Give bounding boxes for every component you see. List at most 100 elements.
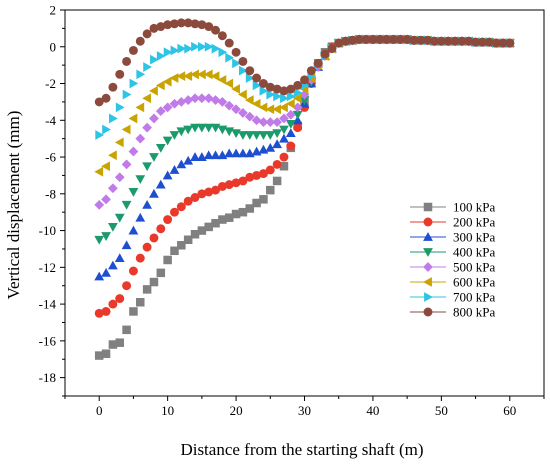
data-point: [259, 195, 268, 204]
data-point: [203, 150, 214, 160]
data-point: [245, 204, 255, 213]
data-point: [108, 150, 117, 161]
data-point: [505, 38, 515, 48]
data-point: [149, 153, 159, 162]
data-point: [232, 58, 241, 69]
plot-area: [94, 18, 515, 360]
data-point: [251, 131, 262, 140]
data-point: [190, 152, 200, 161]
data-point: [224, 213, 234, 222]
data-point: [197, 41, 207, 52]
data-point: [115, 69, 125, 79]
data-point: [177, 43, 187, 54]
y-tick-label: -10: [39, 223, 56, 238]
data-point: [272, 117, 283, 128]
data-point: [285, 98, 295, 109]
data-point: [155, 143, 166, 153]
data-point: [334, 38, 344, 48]
data-point: [101, 306, 111, 316]
data-point: [143, 62, 153, 72]
data-point: [108, 113, 118, 124]
y-tick-label: -6: [45, 150, 56, 165]
legend-label: 500 kPa: [453, 260, 495, 275]
data-point: [149, 188, 159, 198]
data-point: [190, 69, 199, 80]
data-point: [265, 165, 275, 175]
data-point: [203, 93, 214, 104]
data-point: [108, 222, 118, 232]
y-axis-title: Vertical displacement (mm): [4, 111, 23, 300]
data-point: [251, 98, 261, 109]
x-tick-label: 60: [503, 403, 516, 418]
data-point: [347, 35, 357, 45]
data-point: [211, 25, 221, 35]
data-point: [190, 229, 200, 239]
data-point: [183, 18, 193, 28]
data-point: [224, 148, 235, 158]
data-point: [354, 34, 364, 44]
data-point: [361, 34, 371, 44]
data-point: [101, 267, 111, 277]
data-point: [108, 82, 118, 92]
data-point: [135, 133, 146, 144]
data-point: [388, 34, 398, 44]
data-point: [231, 47, 241, 57]
series-500-kpa: [94, 34, 515, 210]
data-point: [170, 207, 179, 217]
data-point: [218, 215, 227, 224]
data-point: [128, 188, 139, 197]
data-point: [252, 170, 262, 180]
data-point: [163, 215, 173, 225]
data-point: [279, 113, 289, 124]
data-point: [162, 76, 172, 87]
data-point: [149, 23, 159, 33]
data-point: [484, 37, 494, 47]
data-point: [197, 226, 207, 235]
data-point: [252, 73, 262, 83]
data-point: [292, 110, 303, 120]
y-tick-label: -14: [39, 297, 57, 312]
data-point: [196, 123, 207, 133]
data-point: [149, 113, 159, 124]
data-point: [142, 122, 153, 133]
data-point: [258, 79, 268, 88]
data-point: [169, 131, 180, 140]
data-point: [102, 124, 111, 135]
data-point: [416, 35, 426, 45]
data-point: [258, 117, 269, 128]
legend-marker: [423, 217, 433, 227]
data-point: [135, 212, 146, 222]
data-point: [259, 85, 269, 96]
data-point: [94, 199, 105, 210]
data-point: [204, 222, 213, 232]
data-point: [94, 271, 105, 281]
data-point: [204, 187, 214, 197]
data-point: [443, 36, 453, 46]
data-point: [155, 179, 166, 189]
data-point: [266, 89, 276, 100]
data-point: [183, 196, 193, 206]
data-point: [210, 150, 221, 160]
data-point: [313, 58, 323, 68]
data-point: [265, 131, 276, 140]
data-point: [163, 20, 173, 30]
data-point: [245, 73, 255, 83]
data-point: [121, 240, 132, 250]
data-point: [382, 34, 392, 44]
legend-label: 100 kPa: [453, 200, 495, 215]
data-point: [204, 41, 214, 52]
data-point: [94, 308, 104, 318]
data-point: [231, 209, 241, 219]
legend-marker: [424, 292, 433, 302]
data-point: [279, 152, 289, 162]
data-point: [184, 43, 194, 54]
data-point: [279, 161, 289, 171]
data-point: [128, 45, 138, 55]
data-point: [450, 36, 460, 46]
data-point: [327, 44, 337, 54]
data-point: [114, 213, 125, 223]
data-point: [156, 51, 166, 61]
data-point: [156, 22, 166, 32]
data-point: [176, 97, 187, 107]
